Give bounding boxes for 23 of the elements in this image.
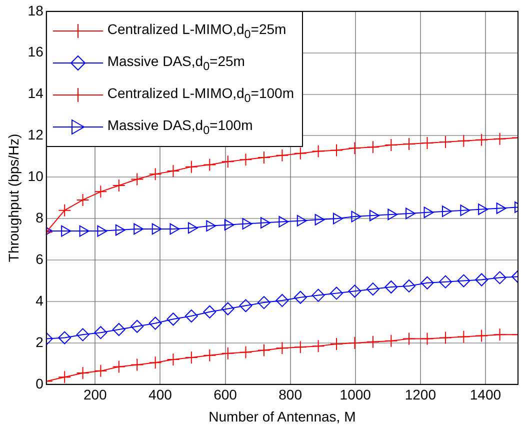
x-tick-label: 200 (83, 386, 108, 403)
y-tick-label: 16 (28, 44, 44, 60)
x-tick-label: 400 (148, 386, 172, 403)
legend-label: Centralized L-MIMO,d$_{0}$=100m (107, 85, 294, 106)
y-tick-label: 12 (28, 126, 44, 143)
legend-label: Massive DAS,d$_{0}$=25m (107, 53, 245, 74)
y-tick-label: 0 (36, 375, 44, 392)
x-tick-label: 1400 (470, 386, 502, 403)
legend-label: Massive DAS,d$_{0}$=100m (107, 117, 253, 138)
y-axis-title: Throughput (bps/Hz) (5, 134, 22, 262)
y-tick-label: 4 (36, 292, 44, 308)
y-tick-label: 10 (28, 168, 44, 184)
x-tick-label: 1000 (340, 386, 372, 403)
legend-label: Centralized L-MIMO,d$_{0}$=25m (107, 21, 286, 42)
y-tick-label: 2 (36, 334, 44, 350)
x-tick-label: 800 (278, 386, 302, 403)
y-tick-label: 14 (28, 85, 44, 102)
y-tick-label: 8 (36, 209, 44, 226)
x-axis-title: Number of Antennas, M (208, 408, 356, 424)
x-tick-label: 1200 (404, 386, 436, 403)
y-tick-label: 18 (28, 2, 44, 18)
x-tick-label: 600 (214, 386, 238, 403)
y-tick-label: 6 (36, 250, 44, 267)
